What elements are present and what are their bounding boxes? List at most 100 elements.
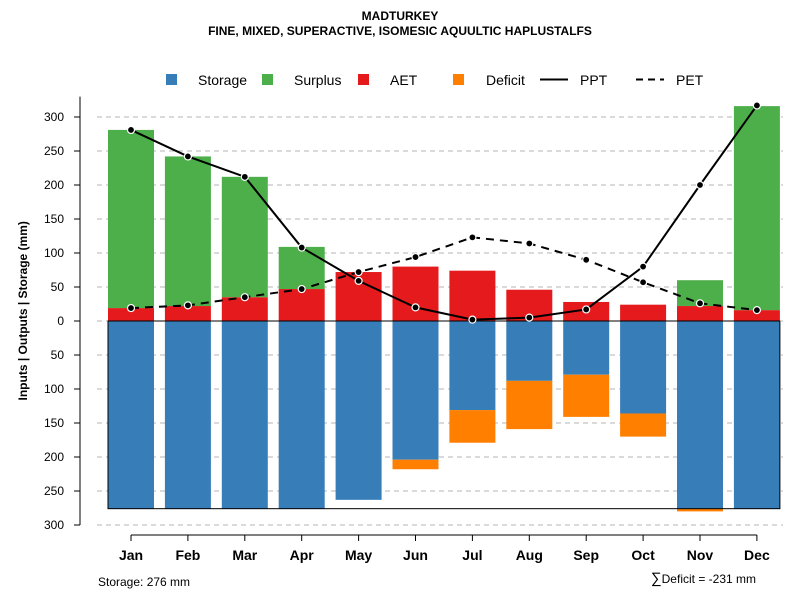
- pet-point: [354, 267, 363, 277]
- aet-bar: [108, 308, 154, 321]
- y-tick-label: 150: [44, 212, 64, 226]
- aet-bar: [733, 310, 780, 321]
- deficit-bar: [506, 380, 553, 430]
- y-tick-label: 300: [44, 110, 64, 124]
- legend-surplus-swatch: [262, 74, 273, 85]
- storage-bar: [108, 321, 154, 509]
- y-axis-title: Inputs | Outputs | Storage (mm): [16, 221, 30, 400]
- aet-bar: [221, 297, 268, 321]
- pet-point: [638, 278, 648, 287]
- pet-point: [297, 284, 306, 294]
- ppt-line: [130, 104, 758, 321]
- legend-deficit-label: Deficit: [486, 72, 525, 88]
- storage-bar: [164, 321, 211, 509]
- ppt-point: [695, 180, 705, 190]
- deficit-bar: [563, 374, 610, 417]
- storage-total-label: Storage: 276 mm: [98, 575, 191, 589]
- legend-storage-swatch: [166, 74, 177, 85]
- surplus-bar: [733, 106, 780, 311]
- aet-bar: [278, 289, 325, 321]
- aet-bar: [392, 266, 439, 321]
- ppt-point: [468, 315, 477, 324]
- pet-point: [126, 303, 136, 313]
- legend-surplus-label: Surplus: [294, 72, 341, 88]
- pet-point: [582, 255, 591, 264]
- x-tick-label: Sep: [573, 547, 599, 563]
- storage-bar: [506, 321, 553, 381]
- legend-deficit-swatch: [453, 74, 464, 85]
- ppt-point: [582, 305, 591, 314]
- y-tick-label: 0: [57, 314, 64, 328]
- ppt-point: [525, 313, 534, 322]
- legend-aet-label: AET: [390, 72, 418, 88]
- y-tick-label: 150: [44, 416, 64, 430]
- legend-storage-label: Storage: [198, 72, 247, 88]
- legend-ppt-label: PPT: [580, 72, 608, 88]
- pet-point: [183, 301, 192, 310]
- storage-bar: [278, 321, 325, 509]
- pet-line: [130, 236, 758, 312]
- aet-bar: [620, 304, 667, 321]
- pet-point: [752, 306, 762, 315]
- aet-bar: [677, 306, 723, 321]
- storage-bar: [733, 321, 780, 509]
- surplus-bar: [164, 156, 211, 307]
- ppt-point: [126, 125, 136, 135]
- surplus-bar: [108, 129, 154, 309]
- y-tick-label: 100: [44, 382, 64, 396]
- x-tick-label: Mar: [232, 547, 257, 563]
- deficit-bar: [449, 410, 496, 443]
- aet-bar: [449, 270, 496, 321]
- storage-bar: [620, 321, 667, 414]
- x-tick-label: Dec: [744, 547, 770, 563]
- storage-bar: [221, 321, 268, 509]
- deficit-bar: [392, 459, 439, 470]
- ppt-point: [297, 243, 306, 252]
- y-tick-label: 100: [44, 246, 64, 260]
- surplus-bar: [221, 176, 268, 298]
- ppt-point: [638, 262, 648, 271]
- deficit-total-value: Deficit = -231 mm: [661, 572, 756, 586]
- deficit-total-label: ∑Deficit = -231 mm: [651, 570, 756, 587]
- surplus-bar: [278, 246, 325, 290]
- y-tick-label: 50: [51, 348, 65, 362]
- legend-pet-label: PET: [676, 72, 704, 88]
- storage-bar: [392, 321, 439, 460]
- y-tick-label: 200: [44, 450, 64, 464]
- y-tick-label: 200: [44, 178, 64, 192]
- x-tick-label: Oct: [631, 547, 655, 563]
- legend-aet-swatch: [358, 74, 369, 85]
- ppt-point: [752, 101, 762, 110]
- pet-point: [695, 299, 705, 308]
- x-tick-label: Jul: [462, 547, 482, 563]
- chart-title: MADTURKEY: [361, 9, 439, 23]
- x-tick-label: Apr: [290, 547, 315, 563]
- x-tick-label: Aug: [516, 547, 543, 563]
- y-tick-label: 50: [51, 280, 65, 294]
- pet-point: [525, 239, 534, 248]
- ppt-point: [411, 303, 420, 312]
- chart-subtitle: FINE, MIXED, SUPERACTIVE, ISOMESIC AQUUL…: [208, 24, 592, 38]
- ppt-point: [240, 172, 249, 181]
- y-tick-label: 250: [44, 144, 64, 158]
- x-tick-label: Jun: [403, 547, 428, 563]
- x-tick-label: Feb: [175, 547, 200, 563]
- storage-bar: [335, 321, 382, 500]
- pet-point: [411, 252, 420, 262]
- pet-point: [240, 293, 249, 302]
- sum-symbol: ∑: [650, 570, 662, 587]
- storage-bar: [677, 321, 723, 509]
- ppt-point: [354, 276, 363, 285]
- x-tick-label: Nov: [687, 547, 714, 563]
- y-tick-label: 300: [44, 518, 64, 532]
- y-tick-label: 250: [44, 484, 64, 498]
- aet-bar: [164, 306, 211, 321]
- x-tick-label: Jan: [119, 547, 143, 563]
- ppt-point: [183, 152, 192, 161]
- pet-point: [468, 233, 477, 242]
- deficit-bar: [620, 413, 667, 437]
- storage-bar: [563, 321, 610, 375]
- deficit-bar: [677, 508, 723, 512]
- x-tick-label: May: [345, 547, 372, 563]
